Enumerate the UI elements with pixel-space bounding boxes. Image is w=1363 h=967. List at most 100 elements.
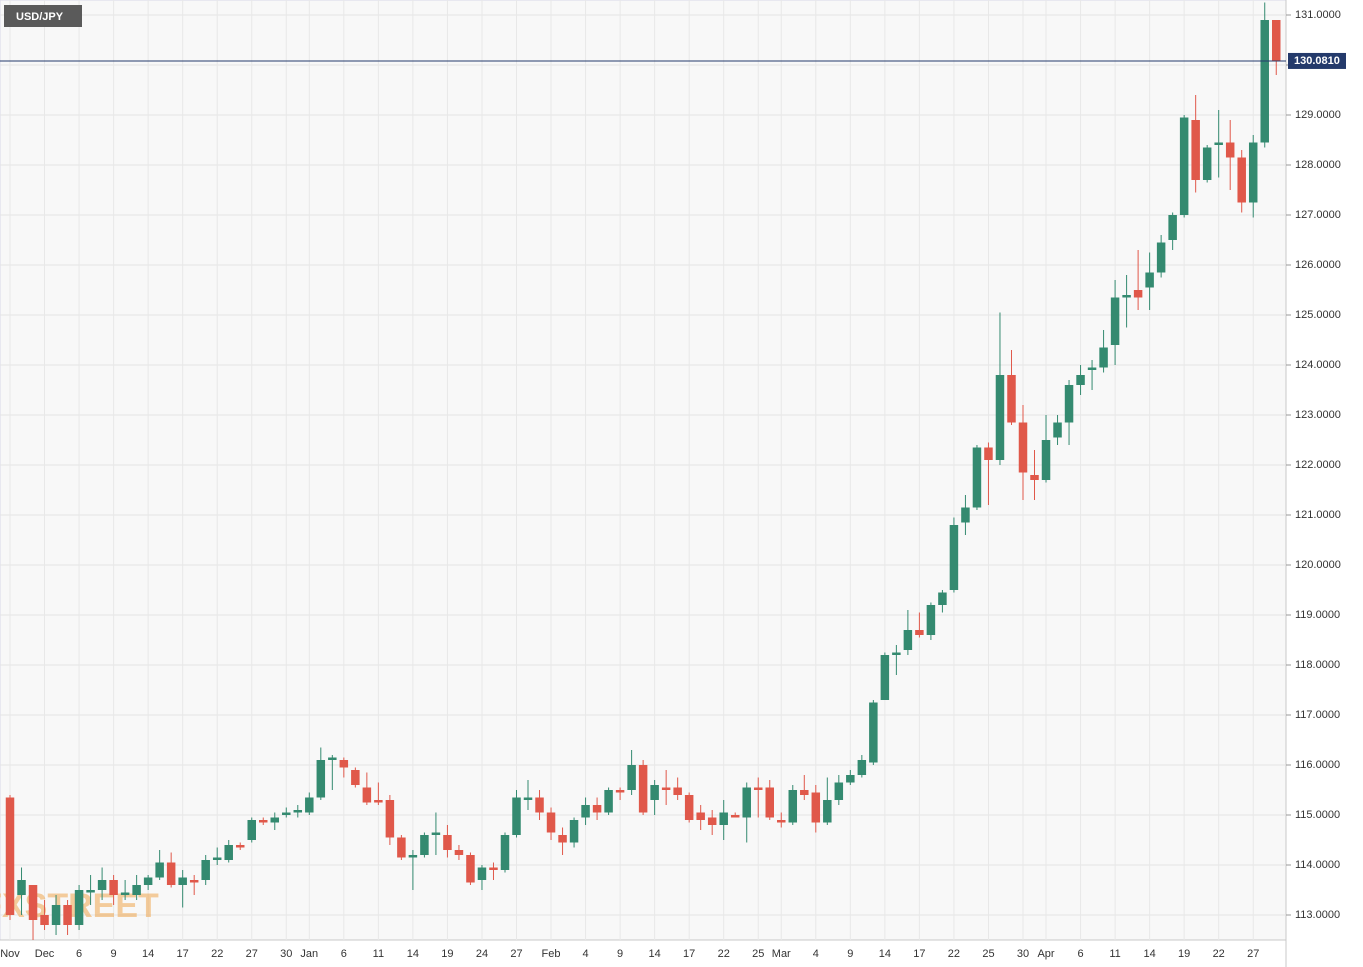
candle-body	[546, 812, 556, 833]
candle-body	[961, 507, 970, 523]
candle-body	[1225, 142, 1235, 158]
candle-body	[1018, 422, 1028, 473]
x-tick-label: 6	[341, 948, 347, 960]
candle-body	[259, 820, 268, 823]
x-tick-label: 4	[813, 948, 819, 960]
candle-body	[661, 787, 671, 790]
chart-title: USD/JPY	[16, 11, 64, 23]
candle-body	[903, 630, 913, 650]
candle-body	[1191, 120, 1200, 180]
title-box	[4, 5, 82, 27]
candle-body	[1087, 367, 1097, 370]
candle-body	[719, 812, 728, 825]
x-tick-label: Dec	[35, 948, 55, 960]
candle-body	[569, 820, 579, 843]
x-tick-label: 27	[246, 948, 258, 960]
candle-body	[17, 880, 26, 895]
x-tick-label: 25	[752, 948, 764, 960]
candle-body	[143, 877, 153, 885]
candle-body	[408, 855, 418, 858]
candle-body	[765, 787, 774, 818]
x-tick-label: 14	[649, 948, 661, 960]
candle-body	[984, 447, 993, 460]
candle-body	[420, 835, 429, 855]
candle-body	[627, 765, 636, 790]
x-tick-label: Feb	[542, 948, 561, 960]
candle-body	[1271, 20, 1281, 61]
y-tick-label: 114.0000	[1295, 859, 1340, 871]
candle-body	[800, 790, 809, 795]
candle-body	[385, 800, 395, 838]
price-label: 130.0810	[1294, 55, 1340, 67]
y-tick-label: 128.0000	[1295, 159, 1341, 171]
candle-body	[1202, 147, 1212, 180]
candle-body	[1168, 215, 1177, 240]
y-tick-label: 115.0000	[1295, 809, 1340, 821]
candle-body	[926, 605, 936, 635]
x-tick-label: 6	[1077, 948, 1083, 960]
x-tick-label: 25	[982, 948, 994, 960]
candle-body	[1248, 142, 1258, 203]
candle-body	[742, 787, 751, 818]
candle-body	[212, 857, 222, 860]
candle-body	[558, 835, 567, 843]
candle-body	[351, 770, 360, 785]
candle-body	[777, 820, 786, 823]
candle-body	[1053, 422, 1062, 438]
candle-body	[915, 630, 924, 635]
candle-body	[155, 862, 164, 878]
y-tick-label: 117.0000	[1295, 709, 1340, 721]
candle-body	[707, 817, 717, 825]
candle-body	[120, 892, 130, 895]
candle-body	[535, 797, 544, 813]
candle-body	[374, 800, 383, 803]
candle-body	[166, 862, 176, 885]
candle-body	[615, 790, 625, 793]
x-tick-label: Apr	[1037, 948, 1054, 960]
y-tick-label: 119.0000	[1295, 609, 1340, 621]
candle-body	[443, 835, 452, 850]
x-tick-label: 9	[847, 948, 853, 960]
candle-body	[431, 832, 441, 835]
candle-body	[1237, 157, 1246, 203]
candle-body	[293, 810, 303, 813]
x-tick-label: 14	[1143, 948, 1155, 960]
candle-body	[97, 880, 107, 890]
price-label-box	[1288, 52, 1346, 69]
candle-body	[489, 867, 498, 870]
candle-body	[1007, 375, 1016, 423]
candle-body	[1133, 290, 1143, 298]
candle-body	[753, 787, 763, 790]
candle-body	[523, 797, 533, 800]
candle-body	[305, 797, 314, 813]
candle-body	[397, 837, 406, 858]
y-tick-label: 123.0000	[1295, 409, 1341, 421]
candle-body	[604, 790, 613, 813]
candle-body	[788, 790, 798, 823]
candle-body	[834, 782, 844, 800]
x-tick-label: 9	[617, 948, 623, 960]
x-tick-label: 19	[1178, 948, 1190, 960]
candle-body	[638, 765, 648, 813]
candle-body	[880, 655, 890, 700]
candle-body	[846, 775, 855, 783]
candle-body	[1030, 475, 1039, 480]
candle-body	[823, 800, 832, 823]
y-tick-label: 125.0000	[1295, 309, 1341, 321]
candle-body	[892, 652, 901, 655]
candle-body	[235, 845, 245, 848]
grid	[0, 0, 1286, 940]
x-tick-label: 6	[76, 948, 82, 960]
candle-body	[696, 812, 705, 820]
candle-body	[270, 817, 280, 823]
y-tick-label: 129.0000	[1295, 109, 1341, 121]
candle-body	[1260, 20, 1269, 143]
y-tick-label: 116.0000	[1295, 759, 1340, 771]
candle-body	[857, 760, 867, 775]
x-tick-label: 24	[476, 948, 488, 960]
y-tick-label: 118.0000	[1295, 659, 1340, 671]
x-tick-label: 22	[948, 948, 960, 960]
candle-body	[477, 867, 487, 880]
candle-body	[282, 812, 291, 815]
x-tick-label: Nov	[0, 948, 20, 960]
